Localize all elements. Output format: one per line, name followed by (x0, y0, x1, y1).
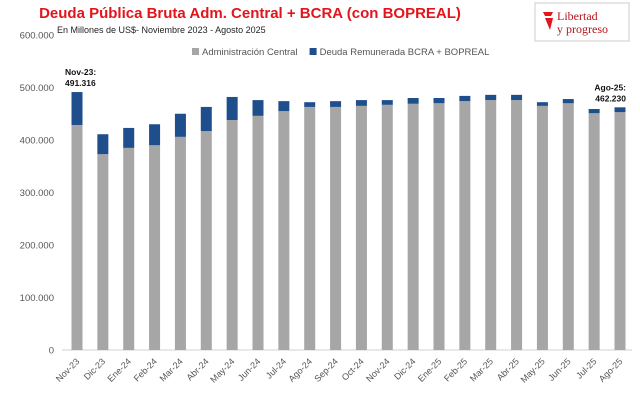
legend-label: Administración Central (202, 47, 298, 58)
legend-swatch (192, 48, 199, 55)
y-tick-label: 0 (49, 346, 54, 357)
bar-administracion-central (407, 103, 419, 351)
bar-administracion-central (226, 120, 238, 350)
x-tick-label: Jun-25 (546, 356, 573, 383)
bar-deuda-remunerada (433, 98, 445, 104)
bar-deuda-remunerada (355, 100, 367, 106)
bar-administracion-central (149, 145, 161, 350)
chart-title: Deuda Pública Bruta Adm. Central + BCRA … (39, 5, 461, 22)
bar-deuda-remunerada (407, 98, 419, 104)
bar-deuda-remunerada (588, 109, 600, 114)
bar-deuda-remunerada (200, 106, 212, 132)
x-tick-label: Dic-23 (82, 356, 107, 381)
annotation-value: 462.230 (595, 93, 626, 103)
y-tick-label: 300.000 (20, 188, 54, 199)
x-tick-label: Ene-24 (106, 356, 134, 384)
x-tick-label: Sep-24 (312, 356, 340, 384)
bar-administracion-central (433, 103, 445, 350)
x-tick-label: Jul-25 (574, 356, 598, 380)
x-tick-label: Feb-25 (442, 356, 469, 383)
bar-deuda-remunerada (511, 94, 523, 101)
y-tick-label: 500.000 (20, 83, 54, 94)
bar-deuda-remunerada (614, 107, 626, 113)
bar-administracion-central (511, 100, 523, 350)
x-tick-label: Oct-24 (340, 356, 366, 382)
bar-administracion-central (252, 115, 264, 350)
bar-administracion-central (174, 136, 186, 350)
y-tick-label: 200.000 (20, 241, 54, 252)
x-tick-label: Ago-24 (287, 356, 315, 384)
bar-administracion-central (200, 131, 212, 350)
bar-deuda-remunerada (226, 96, 238, 121)
bar-administracion-central (381, 104, 393, 350)
legend-label: Deuda Remunerada BCRA + BOPREAL (320, 47, 490, 58)
bar-administracion-central (355, 105, 367, 350)
x-tick-label: Feb-24 (132, 356, 159, 383)
bar-deuda-remunerada (330, 101, 342, 107)
x-tick-label: Ene-25 (416, 356, 444, 384)
bar-deuda-remunerada (381, 100, 393, 105)
x-tick-label: Jun-24 (236, 356, 263, 383)
bar-deuda-remunerada (562, 99, 574, 104)
bar-deuda-remunerada (304, 102, 316, 107)
bar-administracion-central (588, 113, 600, 350)
x-tick-label: Nov-24 (364, 356, 392, 384)
bar-deuda-remunerada (485, 94, 497, 101)
logo-mark-icon (543, 12, 553, 30)
legend: Administración Central Deuda Remunerada B… (192, 47, 489, 58)
bar-deuda-remunerada (174, 113, 186, 137)
bar-deuda-remunerada (123, 127, 135, 148)
bars (71, 92, 626, 351)
logo (534, 2, 630, 42)
annotation-label: Nov-23: (65, 67, 96, 77)
bar-administracion-central (459, 101, 471, 351)
bar-administracion-central (278, 111, 290, 350)
x-tick-label: Nov-23 (54, 356, 82, 384)
legend-swatch (309, 48, 317, 55)
bar-administracion-central (562, 103, 574, 350)
y-tick-label: 100.000 (20, 293, 54, 304)
y-tick-label: 600.000 (20, 31, 54, 42)
bar-deuda-remunerada (459, 95, 471, 102)
bar-administracion-central (485, 100, 497, 350)
bar-deuda-remunerada (252, 100, 264, 116)
x-tick-label: Mar-24 (158, 356, 185, 383)
chart-subtitle: En Millones de US$- Noviembre 2023 - Ago… (57, 25, 266, 35)
x-tick-label: May-25 (519, 356, 547, 384)
bar-administracion-central (614, 112, 626, 350)
annotations: Nov-23:491.316 Ago-25:462.230 (65, 67, 626, 103)
bar-administracion-central (123, 147, 135, 350)
x-tick-label: Ago-25 (597, 356, 625, 384)
bar-deuda-remunerada (536, 102, 548, 106)
bar-administracion-central (97, 154, 109, 350)
y-tick-label: 400.000 (20, 136, 54, 147)
annotation-value: 491.316 (65, 78, 96, 88)
bar-deuda-remunerada (71, 92, 83, 125)
bar-administracion-central (71, 124, 83, 350)
bar-deuda-remunerada (149, 124, 161, 146)
x-tick-label: Abr-24 (185, 356, 211, 382)
bar-deuda-remunerada (97, 134, 109, 155)
x-tick-label: Abr-25 (495, 356, 521, 382)
bar-administracion-central (536, 105, 548, 350)
x-tick-label: Mar-25 (468, 356, 495, 383)
logo-text: Libertad (557, 9, 598, 23)
bar-administracion-central (330, 106, 342, 350)
bar-deuda-remunerada (278, 101, 290, 112)
annotation-label: Ago-25: (594, 82, 626, 92)
x-tick-label: May-24 (208, 356, 236, 384)
bar-administracion-central (304, 106, 316, 350)
x-tick-label: Dic-24 (392, 356, 417, 381)
logo-text: y progreso (557, 22, 608, 36)
x-tick-label: Jul-24 (264, 356, 288, 380)
